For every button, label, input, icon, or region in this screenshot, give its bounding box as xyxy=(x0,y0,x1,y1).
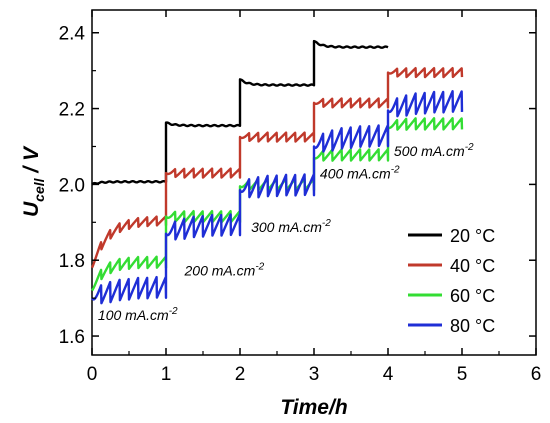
series-line-80C xyxy=(90,90,464,305)
y-axis-title-main: U xyxy=(20,201,43,217)
y-tick-label: 1.6 xyxy=(59,327,85,348)
y-tick-label: 1.8 xyxy=(59,251,85,272)
y-tick-label: 2.2 xyxy=(59,100,85,121)
current-density-label: 400 mA.cm-2 xyxy=(320,165,400,182)
annotation-layer: 100 mA.cm-2 200 mA.cm-2 300 mA.cm-2 400 mA.… xyxy=(98,142,474,323)
x-tick-label: 1 xyxy=(161,364,172,385)
current-density-label: 300 mA.cm-2 xyxy=(251,218,331,235)
y-axis-title: Ucell / V xyxy=(20,145,47,217)
y-tick-label: 2.0 xyxy=(59,175,85,196)
tick-layer: 0 1 2 3 4 5 6 1.6 1.8 2.0 2.2 2.4 xyxy=(59,10,542,385)
x-tick-label: 2 xyxy=(235,364,246,385)
current-density-label: 200 mA.cm-2 xyxy=(184,261,265,278)
y-axis-title-subscript: cell xyxy=(31,177,47,201)
series-layer xyxy=(90,39,464,305)
current-density-label: 500 mA.cm-2 xyxy=(394,142,474,159)
current-density-label: 100 mA.cm-2 xyxy=(98,306,178,323)
x-tick-label: 4 xyxy=(383,364,394,385)
x-axis-title: Time/h xyxy=(280,396,347,419)
y-axis-title-unit: / V xyxy=(20,145,43,179)
x-tick-label: 0 xyxy=(87,364,98,385)
legend-label: 20 °C xyxy=(450,226,495,246)
y-tick-label: 2.4 xyxy=(59,24,86,45)
x-tick-label: 6 xyxy=(531,364,542,385)
x-tick-label: 5 xyxy=(457,364,468,385)
x-tick-label: 3 xyxy=(309,364,320,385)
legend-label: 80 °C xyxy=(450,316,495,336)
legend-label: 60 °C xyxy=(450,286,495,306)
series-line-40C xyxy=(90,66,464,269)
series-line-20C xyxy=(91,39,389,186)
legend: 20 °C 40 °C 60 °C 80 °C xyxy=(408,226,495,336)
legend-label: 40 °C xyxy=(450,256,495,276)
